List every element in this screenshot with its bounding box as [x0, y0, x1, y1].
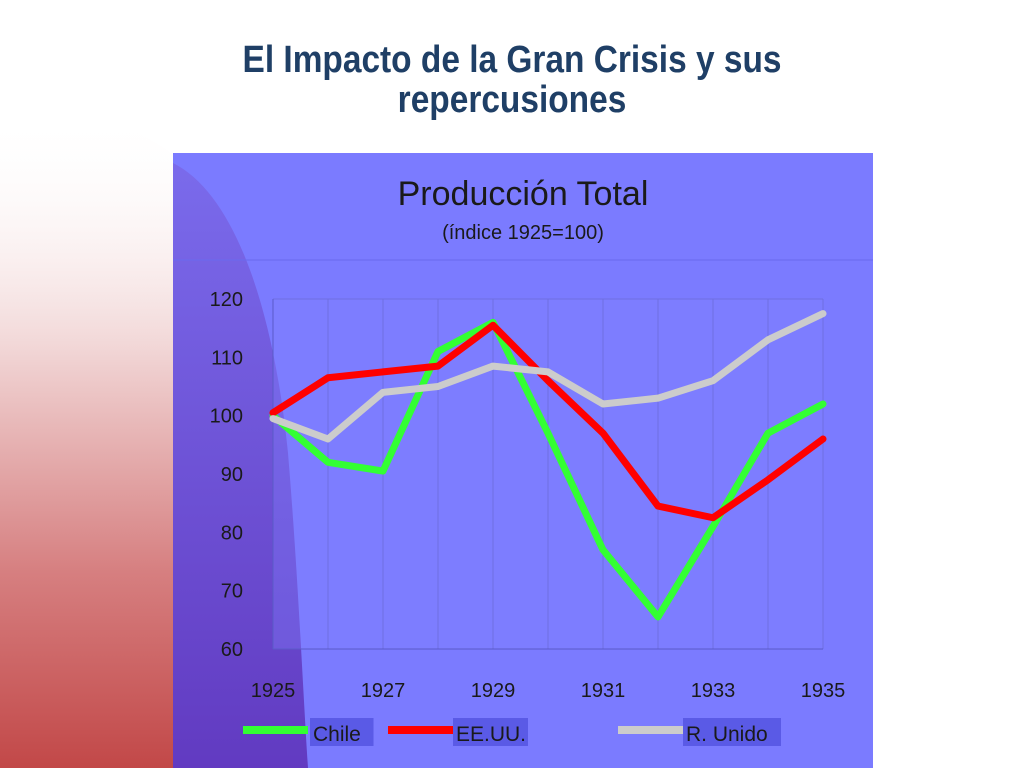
chart-panel: Producción Total (índice 1925=100) 120 11…	[173, 153, 873, 768]
legend: Chile EE.UU. R. Unido	[243, 718, 781, 746]
chart-subtitle: (índice 1925=100)	[442, 222, 604, 244]
legend-label-bg-0	[310, 718, 374, 746]
series-line-2	[269, 310, 827, 443]
x-tick-label: 1929	[471, 680, 516, 702]
axes: 120 110 100 90 80 70 60 1925 1927 1929 1931 1933 193…	[210, 289, 846, 702]
slide-title-line-1: El Impacto de la Gran Crisis y sus	[242, 39, 782, 81]
y-tick-label: 120	[210, 289, 243, 311]
swoosh-overlay	[173, 163, 308, 768]
legend-label-bg-2	[683, 718, 781, 746]
series-lines	[269, 310, 827, 621]
y-tick-label: 110	[211, 347, 243, 369]
x-tick-label: 1927	[361, 680, 406, 702]
x-tick-label: 1935	[801, 680, 846, 702]
slide-title: El Impacto de la Gran Crisis y sus reper…	[61, 40, 962, 120]
slide-title-line-2: repercusiones	[397, 79, 627, 121]
y-tick-label: 100	[210, 406, 243, 428]
legend-label-1: EE.UU.	[456, 723, 526, 746]
y-tick-label: 80	[221, 522, 243, 544]
legend-label-0: Chile	[313, 723, 361, 746]
chart-title: Producción Total	[398, 175, 649, 213]
series-line-0	[269, 318, 827, 621]
legend-label-2: R. Unido	[686, 723, 768, 746]
x-tick-label: 1931	[581, 680, 626, 702]
x-tick-label: 1925	[251, 680, 296, 702]
x-tick-label: 1933	[691, 680, 736, 702]
legend-label-bg-1	[453, 718, 528, 746]
y-tick-label: 70	[221, 581, 243, 603]
series-line-1	[269, 321, 827, 522]
y-tick-label: 60	[221, 639, 243, 661]
production-chart: Producción Total (índice 1925=100) 120 11…	[173, 153, 873, 768]
y-tick-label: 90	[221, 464, 243, 486]
